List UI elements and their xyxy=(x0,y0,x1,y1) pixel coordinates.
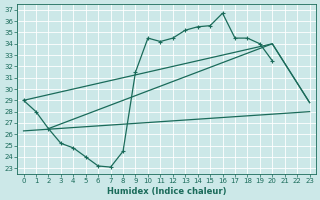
X-axis label: Humidex (Indice chaleur): Humidex (Indice chaleur) xyxy=(107,187,226,196)
